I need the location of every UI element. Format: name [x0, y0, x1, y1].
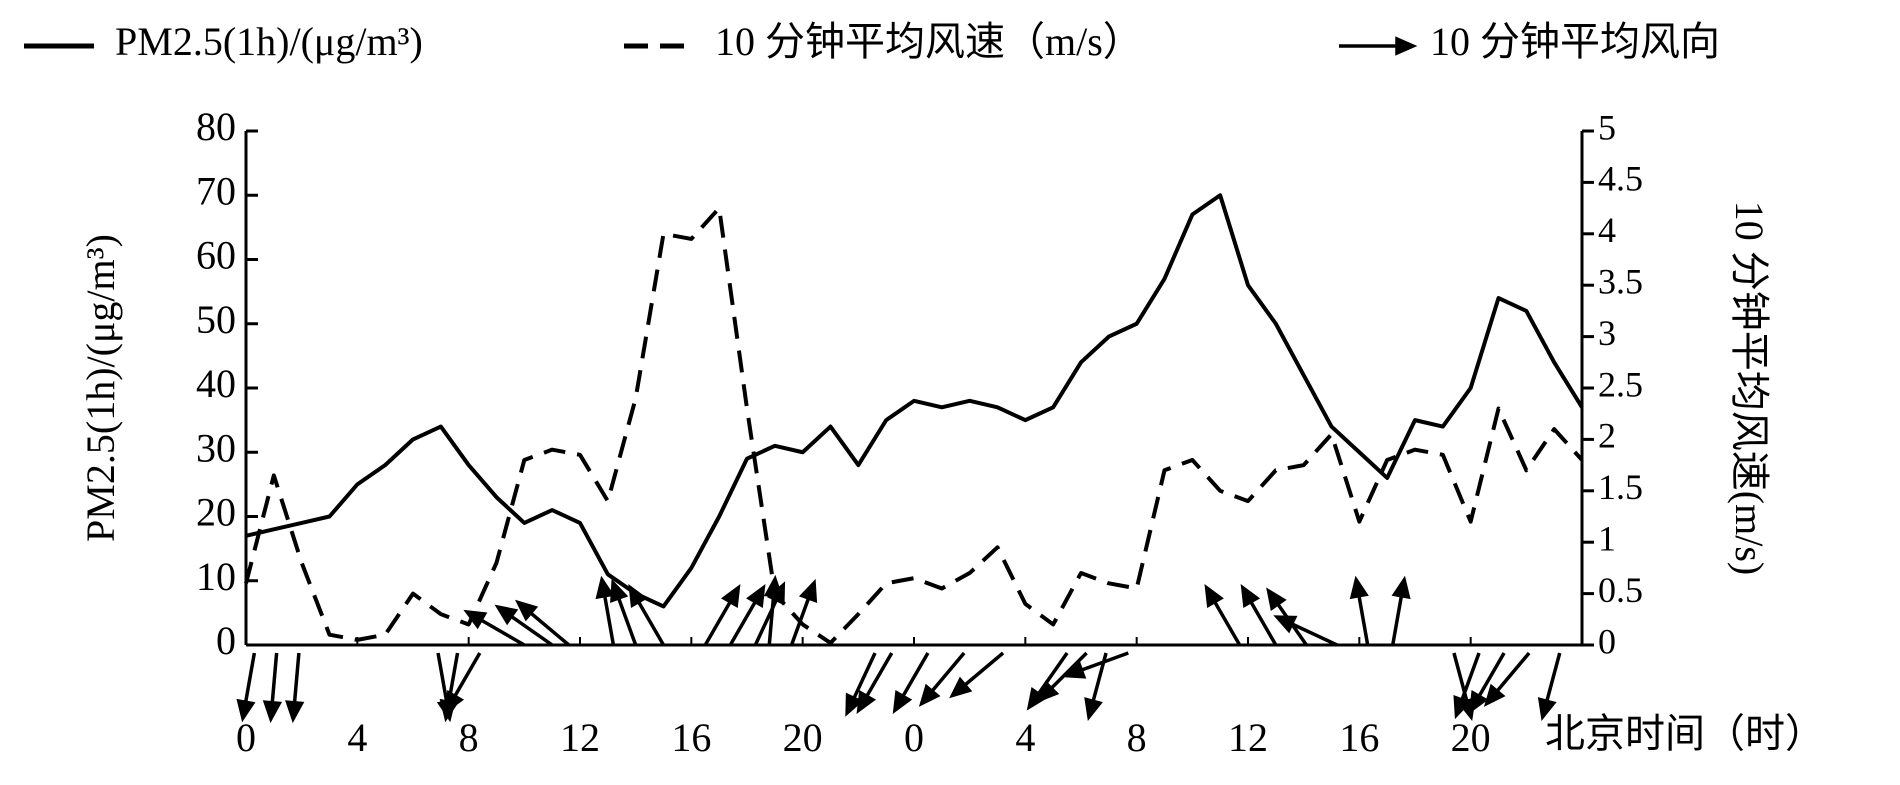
- y-tick-label: 0: [216, 618, 236, 663]
- y2-tick-label: 1: [1598, 518, 1616, 558]
- wind-arrow: [703, 584, 741, 646]
- wind-arrow: [628, 584, 666, 646]
- wind-arrow: [444, 652, 482, 714]
- legend-label: 10 分钟平均风速（m/s）: [715, 19, 1143, 64]
- legend-swatch: [1339, 36, 1418, 56]
- wind-arrow: [1537, 652, 1562, 721]
- x-tick-label: 16: [1339, 715, 1379, 760]
- y2-tick-label: 4: [1598, 210, 1616, 250]
- x-tick-label: 0: [236, 715, 256, 760]
- wind-arrow: [595, 575, 616, 646]
- wind-arrow: [236, 652, 257, 723]
- wind-arrow: [1204, 584, 1242, 646]
- x-tick-label: 12: [1228, 715, 1268, 760]
- wind-arrow: [845, 652, 877, 717]
- x-tick-label: 8: [459, 715, 479, 760]
- wind-arrow: [892, 652, 930, 714]
- x-tick-label: 16: [671, 715, 711, 760]
- y-tick-label: 30: [196, 425, 236, 470]
- y2-tick-label: 3: [1598, 313, 1616, 353]
- pm25-line: [245, 193, 1584, 609]
- wind-arrow: [1391, 575, 1411, 646]
- wind-arrow: [949, 651, 1005, 699]
- x-tick-label: 4: [1015, 715, 1035, 760]
- x-tick-label: 20: [1451, 715, 1491, 760]
- y-tick-label: 10: [196, 554, 236, 599]
- x-axis-label: 北京时间（时）: [1545, 711, 1825, 756]
- wind-arrow: [1062, 651, 1129, 679]
- wind-speed-line: [244, 206, 1584, 645]
- y-tick-label: 50: [196, 297, 236, 342]
- y-tick-label: 60: [196, 233, 236, 278]
- y2-tick-label: 3.5: [1598, 261, 1643, 301]
- wind-arrow: [763, 574, 784, 646]
- y2-tick-label: 0.5: [1598, 570, 1643, 610]
- wind-arrow: [610, 578, 638, 646]
- wind-arrow: [856, 652, 894, 714]
- wind-arrow: [1273, 615, 1338, 647]
- wind-arrow: [728, 584, 766, 646]
- wind-arrow: [1240, 584, 1278, 646]
- y2-tick-label: 4.5: [1598, 159, 1643, 199]
- y2-tick-label: 5: [1598, 107, 1616, 147]
- x-tick-label: 8: [1127, 715, 1147, 760]
- x-tick-label: 0: [904, 715, 924, 760]
- y2-tick-label: 1.5: [1598, 467, 1643, 507]
- wind-arrow: [463, 609, 526, 647]
- wind-arrow: [1036, 651, 1088, 703]
- wind-arrow: [514, 599, 570, 647]
- wind-arrow: [918, 651, 966, 707]
- y2-axis-label: 10 分钟平均风速(m/s): [1727, 201, 1772, 575]
- y-tick-label: 80: [196, 104, 236, 149]
- legend-label: PM2.5(1h)/(μg/m³): [115, 19, 423, 64]
- y2-tick-label: 2.5: [1598, 364, 1643, 404]
- x-tick-label: 12: [560, 715, 600, 760]
- wind-arrow: [262, 652, 283, 724]
- wind-arrow: [1483, 651, 1531, 707]
- y2-tick-label: 2: [1598, 416, 1616, 456]
- y-tick-label: 40: [196, 361, 236, 406]
- wind-arrow: [494, 604, 554, 647]
- wind-arrow: [789, 578, 818, 646]
- y-axis-label: PM2.5(1h)/(μg/m³): [78, 234, 123, 542]
- y2-tick-label: 0: [1598, 621, 1616, 661]
- wind-arrow: [1468, 652, 1506, 714]
- wind-arrow: [285, 652, 305, 724]
- y-tick-label: 20: [196, 490, 236, 535]
- y-tick-label: 70: [196, 168, 236, 213]
- legend-label: 10 分钟平均风向: [1430, 19, 1720, 64]
- wind-arrow: [1453, 652, 1481, 720]
- wind-arrow: [1349, 575, 1370, 646]
- x-tick-label: 20: [783, 715, 823, 760]
- x-tick-label: 4: [347, 715, 367, 760]
